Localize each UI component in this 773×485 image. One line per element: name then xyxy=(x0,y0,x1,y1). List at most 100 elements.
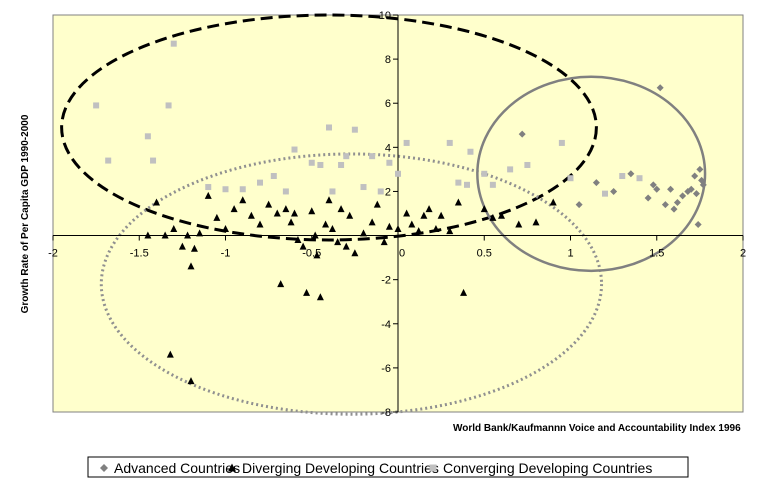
diverging-point xyxy=(256,220,264,228)
diverging-point xyxy=(437,211,445,219)
diverging-point xyxy=(187,262,195,270)
diverging-point xyxy=(360,229,367,237)
x-tick-label: -0.5 xyxy=(302,248,321,260)
x-tick-label: 1 xyxy=(567,248,573,260)
x-tick-label: -1 xyxy=(221,248,231,260)
y-tick-label: -4 xyxy=(381,319,391,331)
diverging-point xyxy=(420,211,428,219)
x-axis-title: World Bank/Kaufmannn Voice and Accountab… xyxy=(453,423,741,434)
converging-point xyxy=(105,157,112,164)
diverging-point xyxy=(273,209,281,217)
converging-point xyxy=(329,188,336,195)
diverging-point xyxy=(222,224,229,232)
diverging-point xyxy=(291,209,298,217)
diverging-point xyxy=(190,244,198,252)
y-axis-title: Growth Rate of Per Capita GDP 1990-2000 xyxy=(20,114,31,313)
converging-point xyxy=(507,166,514,173)
converging-point xyxy=(222,186,229,193)
converging-point xyxy=(205,184,212,191)
advanced-point xyxy=(687,185,695,193)
diverging-point xyxy=(204,191,212,199)
converging-point xyxy=(446,139,453,146)
converging-point xyxy=(524,161,531,168)
converging-point xyxy=(395,170,401,177)
diverging-point xyxy=(368,218,376,226)
converging-point xyxy=(377,188,384,195)
diverging-point xyxy=(415,227,423,235)
diverging-point xyxy=(394,224,402,232)
diverging-point xyxy=(351,249,359,257)
diverging-point xyxy=(161,231,169,239)
diverging-point xyxy=(328,224,336,232)
advanced-point xyxy=(694,221,702,229)
converging-point xyxy=(308,159,315,166)
legend-marker-advanced xyxy=(100,464,108,472)
advanced-point xyxy=(644,194,652,202)
diverging-point xyxy=(153,198,160,206)
converging-point xyxy=(636,175,643,182)
annotation-ellipse-1 xyxy=(60,13,598,242)
converging-point xyxy=(291,146,298,153)
legend-label-advanced: Advanced Countries xyxy=(114,460,240,476)
diverging-point xyxy=(144,231,152,239)
advanced-point xyxy=(627,170,635,178)
advanced-point xyxy=(670,205,678,213)
diverging-point xyxy=(337,205,345,213)
converging-point xyxy=(239,186,246,193)
x-tick-label: 1.5 xyxy=(649,248,664,260)
y-tick-label: -2 xyxy=(381,275,391,287)
diverging-point xyxy=(178,242,186,250)
advanced-point xyxy=(653,185,661,193)
diverging-point xyxy=(385,222,393,230)
diverging-point xyxy=(308,207,316,215)
diverging-point xyxy=(460,288,468,296)
diverging-point xyxy=(446,227,454,235)
diverging-point xyxy=(230,205,238,213)
diverging-point xyxy=(454,198,462,206)
legend-label-diverging: Diverging Developing Countries xyxy=(242,460,439,476)
diverging-point xyxy=(316,293,324,301)
diverging-point xyxy=(325,196,333,204)
diverging-point xyxy=(303,288,311,296)
converging-point xyxy=(360,184,367,191)
y-tick-label: -8 xyxy=(381,407,391,419)
diverging-point xyxy=(239,196,247,204)
converging-point xyxy=(93,102,100,109)
advanced-point xyxy=(692,190,700,198)
converging-point xyxy=(170,40,177,47)
diverging-point xyxy=(342,242,350,250)
legend-box xyxy=(87,456,689,478)
converging-point xyxy=(317,161,324,168)
converging-point xyxy=(602,190,608,197)
advanced-point xyxy=(518,130,526,138)
x-tick-label: 0.5 xyxy=(477,248,492,260)
diverging-point xyxy=(282,205,290,213)
y-tick-label: 10 xyxy=(379,10,391,22)
advanced-point xyxy=(575,201,583,209)
advanced-point xyxy=(610,187,618,195)
diverging-point xyxy=(549,198,557,206)
y-tick-label: -6 xyxy=(381,363,391,375)
diverging-point xyxy=(213,213,221,221)
legend-marker-converging xyxy=(429,464,437,472)
converging-point xyxy=(369,153,376,160)
diverging-point xyxy=(373,200,381,208)
diverging-point xyxy=(166,350,174,358)
converging-point xyxy=(619,173,626,180)
annotation-ellipse-2 xyxy=(99,152,604,416)
y-tick-label: 8 xyxy=(385,54,391,66)
converging-point xyxy=(144,133,151,140)
diverging-point xyxy=(425,205,433,213)
x-tick-label: -1.5 xyxy=(130,248,149,260)
converging-point xyxy=(282,188,289,195)
advanced-point xyxy=(649,181,657,189)
converging-point xyxy=(270,173,277,180)
y-tick-label: 6 xyxy=(385,98,391,110)
converging-point xyxy=(338,161,345,168)
advanced-point xyxy=(656,84,664,92)
converging-point xyxy=(326,124,332,131)
diverging-point xyxy=(498,211,505,219)
diverging-point xyxy=(432,224,440,232)
advanced-point xyxy=(661,201,669,209)
converging-point xyxy=(165,102,172,109)
